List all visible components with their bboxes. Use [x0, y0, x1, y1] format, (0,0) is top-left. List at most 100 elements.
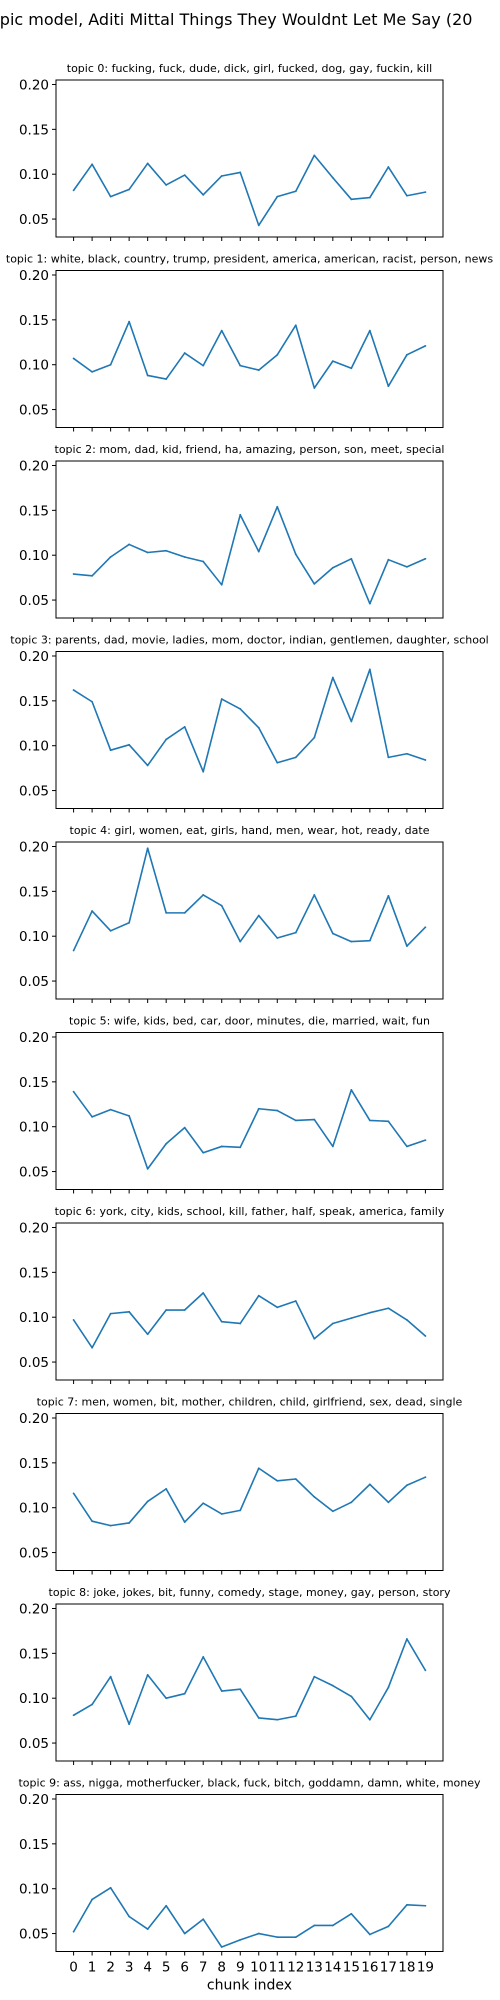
- data-point: [405, 565, 408, 568]
- data-point: [239, 940, 242, 943]
- data-point: [276, 195, 279, 198]
- panel-title: topic 6: york, city, kids, school, kill,…: [55, 1205, 445, 1218]
- y-tick-label: 0.10: [19, 739, 49, 755]
- data-point: [424, 1669, 427, 1672]
- data-point: [350, 940, 353, 943]
- y-tick-label: 0.10: [19, 167, 49, 183]
- data-point: [72, 1492, 75, 1495]
- data-point: [165, 1309, 168, 1311]
- data-point: [109, 1312, 112, 1315]
- data-point: [128, 320, 131, 323]
- data-point: [146, 1500, 149, 1503]
- data-point: [387, 756, 390, 759]
- data-point: [239, 708, 242, 710]
- data-point: [331, 1145, 334, 1148]
- y-tick-label: 0.05: [19, 1165, 49, 1181]
- data-point: [294, 931, 297, 934]
- data-point: [387, 1925, 390, 1928]
- data-point: [276, 1936, 279, 1939]
- data-point: [368, 1119, 371, 1122]
- y-tick-label: 0.05: [19, 1546, 49, 1562]
- data-point: [387, 1686, 390, 1689]
- plot-frame: [55, 1032, 444, 1190]
- y-tick-label: 0.10: [19, 548, 49, 564]
- y-tick-label: 0.05: [19, 784, 49, 800]
- data-point: [424, 344, 427, 347]
- y-tick-label: 0.20: [19, 649, 49, 665]
- data-point: [350, 1089, 353, 1091]
- topic-panel: topic 2: mom, dad, kid, friend, ha, amaz…: [19, 443, 445, 622]
- x-tick-label: 1: [88, 1960, 97, 1976]
- topic-panel: topic 9: ass, nigga, motherfucker, black…: [18, 1777, 481, 1976]
- data-point: [220, 329, 223, 332]
- data-point: [239, 171, 242, 174]
- data-point: [350, 1317, 353, 1319]
- data-point: [239, 364, 242, 367]
- data-point: [72, 1714, 75, 1717]
- x-tick-label: 7: [199, 1960, 208, 1976]
- y-tick-label: 0.10: [19, 1882, 49, 1898]
- data-point: [72, 949, 75, 952]
- data-point: [165, 1904, 168, 1907]
- data-point: [257, 369, 260, 371]
- data-point: [313, 894, 316, 896]
- series-line: [73, 1638, 427, 1726]
- y-tick-label: 0.05: [19, 403, 49, 419]
- data-point: [165, 1142, 168, 1145]
- data-point: [146, 1928, 149, 1930]
- data-point: [165, 1697, 168, 1700]
- data-point: [276, 1306, 279, 1309]
- x-tick-label: 18: [398, 1960, 415, 1976]
- y-tick-label: 0.15: [19, 1837, 49, 1853]
- data-point: [294, 756, 297, 759]
- data-point: [220, 698, 223, 700]
- data-point: [350, 720, 353, 723]
- data-point: [202, 1918, 205, 1921]
- x-tick-label: 13: [306, 1960, 323, 1976]
- y-tick-label: 0.10: [19, 1501, 49, 1517]
- data-point: [202, 560, 205, 563]
- data-point: [257, 726, 260, 729]
- plot-frame: [55, 270, 444, 428]
- x-tick-label: 17: [380, 1960, 397, 1976]
- data-point: [220, 1320, 223, 1323]
- y-tick-label: 0.20: [19, 268, 49, 284]
- data-point: [368, 1933, 371, 1936]
- topic-panel: topic 6: york, city, kids, school, kill,…: [19, 1205, 445, 1384]
- data-point: [109, 1108, 112, 1111]
- data-point: [368, 196, 371, 199]
- y-tick-label: 0.15: [19, 503, 49, 519]
- data-point: [165, 1487, 168, 1490]
- panel-title: topic 7: men, women, bit, mother, childr…: [37, 1396, 463, 1409]
- data-point: [257, 1294, 260, 1297]
- data-point: [424, 557, 427, 560]
- data-point: [91, 1520, 94, 1523]
- data-point: [91, 163, 94, 166]
- series-line: [72, 1292, 426, 1349]
- data-point: [146, 1167, 149, 1170]
- y-tick-label: 0.15: [19, 884, 49, 900]
- panel-title: topic 2: mom, dad, kid, friend, ha, amaz…: [55, 443, 445, 456]
- data-point: [424, 1904, 427, 1907]
- data-point: [202, 364, 205, 367]
- data-point: [183, 911, 186, 914]
- data-point: [331, 176, 334, 179]
- data-point: [405, 1318, 408, 1321]
- y-tick-label: 0.15: [19, 122, 49, 138]
- data-point: [368, 602, 371, 605]
- data-point: [276, 937, 279, 939]
- data-point: [72, 1930, 75, 1933]
- data-point: [405, 945, 408, 947]
- x-tick-label: 9: [236, 1960, 245, 1976]
- x-tick-label: 6: [180, 1960, 189, 1976]
- data-point: [405, 1638, 408, 1640]
- x-tick-label: 0: [69, 1960, 78, 1976]
- data-point: [350, 1912, 353, 1915]
- panel-title: topic 4: girl, women, eat, girls, hand, …: [70, 824, 430, 837]
- plot-frame: [55, 460, 444, 619]
- data-point: [109, 749, 112, 752]
- panel-title: topic 5: wife, kids, bed, car, door, min…: [69, 1015, 430, 1028]
- data-point: [331, 932, 334, 935]
- data-point: [257, 550, 260, 553]
